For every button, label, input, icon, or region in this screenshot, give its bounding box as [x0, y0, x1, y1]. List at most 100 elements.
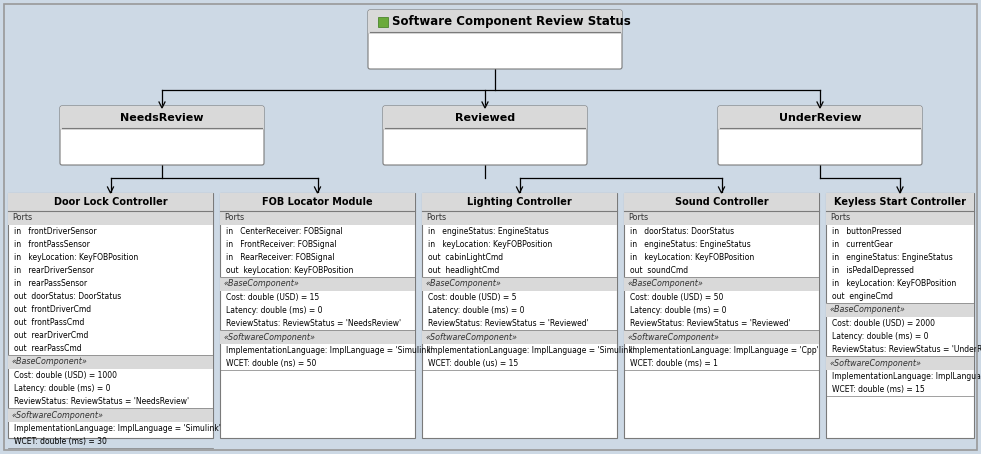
Bar — [826, 356, 974, 370]
Text: in   isPedalDepressed: in isPedalDepressed — [832, 266, 914, 275]
Text: in   RearReceiver: FOBSignal: in RearReceiver: FOBSignal — [226, 253, 335, 262]
Text: out  rearPassCmd: out rearPassCmd — [14, 344, 81, 353]
Text: ReviewStatus: ReviewStatus = 'UnderReview': ReviewStatus: ReviewStatus = 'UnderRevie… — [832, 345, 981, 354]
Bar — [378, 17, 388, 27]
Text: Latency: double (ms) = 0: Latency: double (ms) = 0 — [226, 306, 323, 315]
Text: in   engineStatus: EngineStatus: in engineStatus: EngineStatus — [630, 240, 750, 249]
Text: ImplementationLanguage: ImplLanguage = 'Simulink': ImplementationLanguage: ImplLanguage = '… — [832, 372, 981, 381]
Text: Cost: double (USD) = 2000: Cost: double (USD) = 2000 — [832, 319, 935, 328]
Text: Ports: Ports — [12, 213, 32, 222]
Text: in   rearDriverSensor: in rearDriverSensor — [14, 266, 94, 275]
Text: in   keyLocation: KeyFOBPosition: in keyLocation: KeyFOBPosition — [630, 253, 754, 262]
Text: out  frontDriverCmd: out frontDriverCmd — [14, 305, 91, 314]
Text: Software Component Review Status: Software Component Review Status — [392, 15, 631, 29]
Text: Lighting Controller: Lighting Controller — [467, 197, 572, 207]
Bar — [624, 330, 819, 344]
Bar — [8, 211, 213, 225]
Text: «BaseComponent»: «BaseComponent» — [12, 357, 88, 366]
Text: WCET: double (ns) = 50: WCET: double (ns) = 50 — [226, 359, 317, 368]
Text: «SoftwareComponent»: «SoftwareComponent» — [426, 332, 518, 341]
Text: Latency: double (ms) = 0: Latency: double (ms) = 0 — [428, 306, 525, 315]
Text: NeedsReview: NeedsReview — [121, 113, 204, 123]
Bar — [422, 330, 617, 344]
Text: in   keyLocation: KeyFOBPosition: in keyLocation: KeyFOBPosition — [428, 240, 552, 249]
Bar — [220, 277, 415, 291]
Text: Reviewed: Reviewed — [455, 113, 515, 123]
Text: ReviewStatus: ReviewStatus = 'NeedsReview': ReviewStatus: ReviewStatus = 'NeedsRevie… — [226, 319, 401, 328]
Text: Door Lock Controller: Door Lock Controller — [54, 197, 168, 207]
Text: ImplementationLanguage: ImplLanguage = 'Simulink': ImplementationLanguage: ImplLanguage = '… — [428, 346, 635, 355]
Text: in   keyLocation: KeyFOBPosition: in keyLocation: KeyFOBPosition — [832, 279, 956, 288]
Bar — [624, 193, 819, 438]
Bar — [422, 277, 617, 291]
Bar — [8, 193, 213, 438]
Text: WCET: double (ms) = 1: WCET: double (ms) = 1 — [630, 359, 718, 368]
Text: in   frontDriverSensor: in frontDriverSensor — [14, 227, 96, 236]
Text: in   keyLocation: KeyFOBPosition: in keyLocation: KeyFOBPosition — [14, 253, 138, 262]
Bar — [220, 330, 415, 344]
Text: «SoftwareComponent»: «SoftwareComponent» — [224, 332, 316, 341]
Text: out  soundCmd: out soundCmd — [630, 266, 688, 275]
Bar — [826, 303, 974, 317]
Bar — [8, 408, 213, 422]
Text: Latency: double (ms) = 0: Latency: double (ms) = 0 — [14, 384, 111, 393]
FancyBboxPatch shape — [368, 10, 622, 69]
Bar — [624, 277, 819, 291]
Text: out  headlightCmd: out headlightCmd — [428, 266, 499, 275]
Text: «SoftwareComponent»: «SoftwareComponent» — [830, 359, 922, 367]
Text: «BaseComponent»: «BaseComponent» — [830, 306, 905, 315]
Text: Ports: Ports — [426, 213, 446, 222]
Text: in   frontPassSensor: in frontPassSensor — [14, 240, 90, 249]
Text: «BaseComponent»: «BaseComponent» — [426, 280, 502, 288]
FancyBboxPatch shape — [368, 10, 622, 34]
Text: «SoftwareComponent»: «SoftwareComponent» — [628, 332, 720, 341]
Text: Keyless Start Controller: Keyless Start Controller — [834, 197, 966, 207]
Text: out  cabinLightCmd: out cabinLightCmd — [428, 253, 503, 262]
Bar — [826, 211, 974, 225]
FancyBboxPatch shape — [60, 106, 264, 130]
Text: Cost: double (USD) = 5: Cost: double (USD) = 5 — [428, 293, 517, 302]
Bar — [624, 211, 819, 225]
Bar — [422, 211, 617, 225]
Text: in   FrontReceiver: FOBSignal: in FrontReceiver: FOBSignal — [226, 240, 336, 249]
Text: «SoftwareComponent»: «SoftwareComponent» — [12, 410, 104, 419]
Text: ImplementationLanguage: ImplLanguage = 'Simulink': ImplementationLanguage: ImplLanguage = '… — [226, 346, 433, 355]
Text: WCET: double (us) = 15: WCET: double (us) = 15 — [428, 359, 518, 368]
Bar — [8, 193, 213, 211]
Text: ReviewStatus: ReviewStatus = 'Reviewed': ReviewStatus: ReviewStatus = 'Reviewed' — [428, 319, 589, 328]
Text: in   CenterReceiver: FOBSignal: in CenterReceiver: FOBSignal — [226, 227, 342, 236]
Bar — [220, 193, 415, 211]
Bar — [8, 355, 213, 369]
Text: ImplementationLanguage: ImplLanguage = 'Simulink': ImplementationLanguage: ImplLanguage = '… — [14, 424, 221, 433]
Text: in   doorStatus: DoorStatus: in doorStatus: DoorStatus — [630, 227, 734, 236]
Text: UnderReview: UnderReview — [779, 113, 861, 123]
Bar — [220, 211, 415, 225]
Text: in   currentGear: in currentGear — [832, 240, 893, 249]
Text: out  keyLocation: KeyFOBPosition: out keyLocation: KeyFOBPosition — [226, 266, 353, 275]
FancyBboxPatch shape — [718, 106, 922, 130]
Bar — [826, 193, 974, 438]
Text: «BaseComponent»: «BaseComponent» — [628, 280, 704, 288]
FancyBboxPatch shape — [718, 106, 922, 165]
Text: in   engineStatus: EngineStatus: in engineStatus: EngineStatus — [428, 227, 548, 236]
Text: Ports: Ports — [628, 213, 648, 222]
Text: out  frontPassCmd: out frontPassCmd — [14, 318, 84, 327]
Bar — [422, 193, 617, 438]
Text: in   buttonPressed: in buttonPressed — [832, 227, 902, 236]
Text: in   rearPassSensor: in rearPassSensor — [14, 279, 87, 288]
Bar — [624, 193, 819, 211]
Text: Latency: double (ms) = 0: Latency: double (ms) = 0 — [630, 306, 727, 315]
Text: out  engineCmd: out engineCmd — [832, 292, 893, 301]
Text: Ports: Ports — [830, 213, 851, 222]
Text: ReviewStatus: ReviewStatus = 'Reviewed': ReviewStatus: ReviewStatus = 'Reviewed' — [630, 319, 791, 328]
Text: ImplementationLanguage: ImplLanguage = 'Cpp': ImplementationLanguage: ImplLanguage = '… — [630, 346, 819, 355]
Text: WCET: double (ms) = 15: WCET: double (ms) = 15 — [832, 385, 925, 394]
Text: Cost: double (USD) = 15: Cost: double (USD) = 15 — [226, 293, 319, 302]
Bar — [220, 193, 415, 438]
Text: Latency: double (ms) = 0: Latency: double (ms) = 0 — [832, 332, 928, 341]
Text: Ports: Ports — [224, 213, 244, 222]
Text: Cost: double (USD) = 50: Cost: double (USD) = 50 — [630, 293, 723, 302]
Text: WCET: double (ms) = 30: WCET: double (ms) = 30 — [14, 437, 107, 446]
Text: FOB Locator Module: FOB Locator Module — [262, 197, 373, 207]
Text: in   engineStatus: EngineStatus: in engineStatus: EngineStatus — [832, 253, 953, 262]
